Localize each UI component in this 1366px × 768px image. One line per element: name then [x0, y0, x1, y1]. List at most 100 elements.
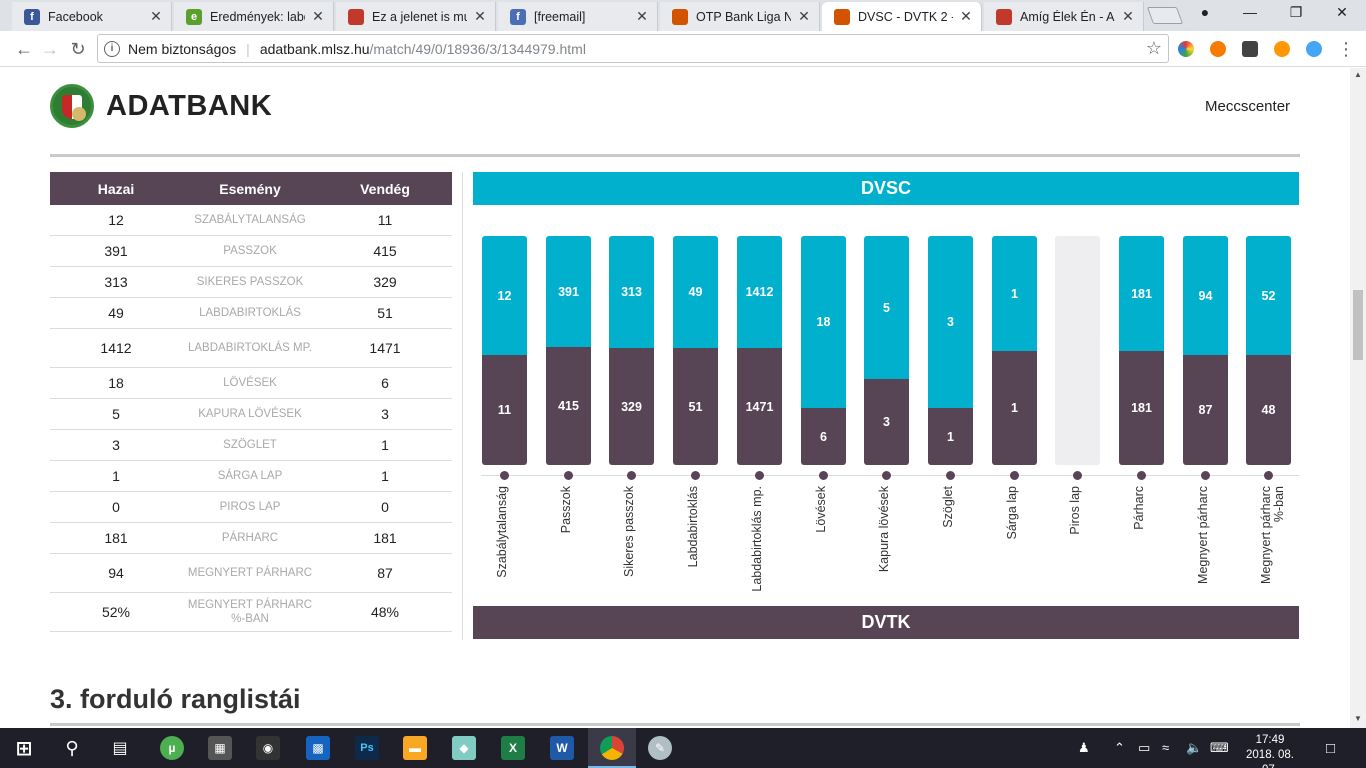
mlsz-logo[interactable]: [50, 84, 94, 128]
away-team-banner: DVTK: [473, 606, 1299, 639]
chart-bar[interactable]: 18 6: [801, 236, 846, 465]
notifications-icon[interactable]: □: [1326, 740, 1336, 757]
bar-segment-away: 11: [482, 355, 527, 465]
browser-tab[interactable]: f Facebook ✕: [12, 2, 172, 31]
task-view-icon[interactable]: ▤: [112, 740, 128, 757]
info-icon[interactable]: i: [104, 40, 120, 57]
scroll-down-icon[interactable]: ▼: [1354, 714, 1362, 723]
event-label: SZÖGLET: [223, 439, 277, 451]
close-window-icon[interactable]: ✕: [1336, 4, 1348, 20]
volume-icon[interactable]: 🔈: [1186, 740, 1203, 755]
extension-flower-icon[interactable]: [1274, 41, 1290, 57]
calculator-icon[interactable]: ▦: [208, 736, 232, 760]
battery-icon[interactable]: ▭: [1138, 740, 1151, 755]
wifi-icon[interactable]: ≈: [1162, 740, 1170, 755]
tab-close-icon[interactable]: ✕: [960, 8, 972, 24]
axis-dot: [1010, 471, 1019, 480]
chart-bar[interactable]: 391 415: [546, 236, 591, 465]
paint-icon[interactable]: ✎: [648, 736, 672, 760]
save-disk-icon[interactable]: ▩: [306, 736, 330, 760]
scroll-up-icon[interactable]: ▲: [1354, 70, 1362, 79]
header-home: Hazai: [97, 180, 135, 197]
away-value: 11: [377, 212, 393, 228]
bar-segment-home: 1: [992, 236, 1037, 351]
browser-tab[interactable]: e Eredmények: labda ✕: [174, 2, 334, 31]
axis-dot: [1137, 471, 1146, 480]
bookmark-star-icon[interactable]: ☆: [1145, 38, 1162, 58]
app-icon[interactable]: ◆: [452, 736, 476, 760]
page-scrollbar[interactable]: ▲ ▼: [1350, 68, 1366, 728]
home-value: 3: [112, 437, 120, 453]
event-label: PIROS LAP: [219, 501, 281, 513]
browser-tab[interactable]: DVSC - DVTK 2 - 0 ✕: [822, 2, 982, 31]
menu-icon[interactable]: ⋮: [1337, 39, 1355, 59]
minimize-icon[interactable]: —: [1243, 4, 1257, 20]
bar-segment-away: 1: [992, 351, 1037, 465]
home-value: 0: [112, 499, 120, 515]
chart-bar[interactable]: 1412 1471: [737, 236, 782, 465]
tab-title: DVSC - DVTK 2 - 0: [858, 9, 953, 24]
maximize-icon[interactable]: ❐: [1289, 4, 1303, 20]
tab-close-icon[interactable]: ✕: [798, 8, 810, 24]
brand-name[interactable]: ADATBANK: [106, 90, 273, 122]
tab-close-icon[interactable]: ✕: [636, 8, 648, 24]
camera-icon[interactable]: ◉: [256, 736, 280, 760]
extension-check-icon[interactable]: [1306, 41, 1322, 57]
chart-bar[interactable]: 49 51: [673, 236, 718, 465]
keyboard-icon[interactable]: ⌨: [1210, 740, 1229, 755]
windows-start-icon[interactable]: ⊞: [15, 737, 33, 760]
away-value: 6: [381, 375, 389, 391]
tab-close-icon[interactable]: ✕: [150, 8, 162, 24]
forward-icon[interactable]: →: [41, 39, 59, 59]
tab-close-icon[interactable]: ✕: [1122, 8, 1134, 24]
profile-icon[interactable]: ●: [1200, 4, 1210, 20]
browser-tab[interactable]: OTP Bank Liga NB I ✕: [660, 2, 820, 31]
taskbar-clock[interactable]: 17:49 2018. 08. 07.: [1240, 733, 1300, 768]
people-icon[interactable]: ♟: [1078, 740, 1090, 755]
extension-fox-icon[interactable]: [1210, 41, 1226, 57]
back-icon[interactable]: ←: [15, 39, 33, 59]
new-tab-button[interactable]: [1146, 7, 1184, 24]
extension-m-icon[interactable]: [1242, 41, 1258, 57]
chart-bar[interactable]: 94 87: [1183, 236, 1228, 465]
chart-bar[interactable]: 12 11: [482, 236, 527, 465]
tab-close-icon[interactable]: ✕: [474, 8, 486, 24]
chrome-icon[interactable]: [600, 736, 624, 760]
browser-tab[interactable]: f [freemail] ✕: [498, 2, 658, 31]
chart-bar[interactable]: [1055, 236, 1100, 465]
reload-icon[interactable]: ↻: [70, 39, 86, 59]
header-away: Vendég: [360, 180, 410, 197]
tab-close-icon[interactable]: ✕: [312, 8, 324, 24]
event-label: SZABÁLYTALANSÁG: [194, 214, 306, 226]
axis-dot: [1201, 471, 1210, 480]
x-tick-label: Párharc: [1132, 486, 1146, 530]
scrollbar-thumb[interactable]: [1353, 290, 1363, 360]
address-bar[interactable]: i Nem biztonságos | adatbank.mlsz.hu /ma…: [97, 34, 1169, 63]
utorrent-icon[interactable]: µ: [160, 736, 184, 760]
file-explorer-icon[interactable]: ▬: [403, 736, 427, 760]
chart-bar[interactable]: 181 181: [1119, 236, 1164, 465]
home-value: 181: [104, 530, 128, 546]
nav-link-meccscenter[interactable]: Meccscenter: [1205, 98, 1291, 115]
tray-expand-icon[interactable]: ⌃: [1114, 740, 1125, 755]
tab-favicon-icon: [834, 8, 850, 25]
away-value: 329: [373, 274, 397, 290]
site-header: ADATBANK Meccscenter: [0, 68, 1350, 148]
away-value: 415: [373, 243, 397, 259]
extension-color-icon[interactable]: [1178, 41, 1194, 57]
chart-bar[interactable]: 52 48: [1246, 236, 1291, 465]
x-tick-label: Megnyert párharc %-ban: [1259, 486, 1286, 584]
stats-table-body: 12 SZABÁLYTALANSÁG 11 391 PASSZOK 415 313 SIKER…: [50, 205, 452, 632]
excel-icon[interactable]: X: [501, 736, 525, 760]
chart-bar[interactable]: 313 329: [609, 236, 654, 465]
word-icon[interactable]: W: [550, 736, 574, 760]
away-value: 181: [373, 530, 397, 546]
browser-tab[interactable]: Ez a jelenet is muta ✕: [336, 2, 496, 31]
browser-tab[interactable]: Amíg Élek Én - Adn ✕: [984, 2, 1144, 31]
photoshop-icon[interactable]: Ps: [355, 736, 379, 760]
search-icon[interactable]: ⚲: [65, 737, 79, 758]
x-tick-label: Szöglet: [941, 486, 955, 528]
